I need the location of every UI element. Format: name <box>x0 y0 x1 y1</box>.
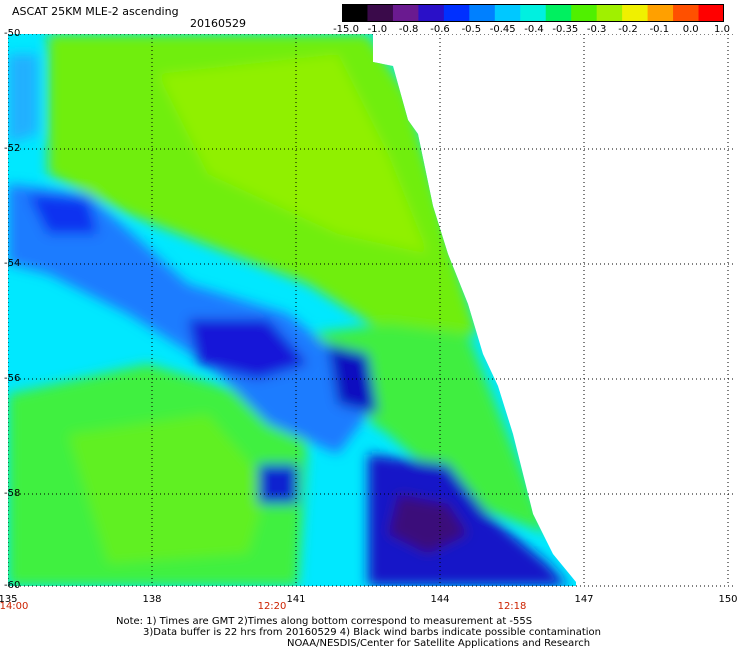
color-scale-swatch <box>367 4 394 22</box>
color-scale-label: -0.3 <box>586 24 607 35</box>
color-scale-labels: -15.0 -1.0 -0.8 -0.6 -0.5 -0.45 -0.4 -0.35 -0.3-… <box>0 24 740 36</box>
color-scale-border <box>342 4 724 22</box>
time-label: 12:18 <box>497 601 527 612</box>
color-scale-swatch <box>698 4 724 22</box>
color-scale-swatch <box>469 4 496 22</box>
lat-label: -50 <box>4 28 21 39</box>
lon-label: 138 <box>142 594 162 605</box>
time-label: 14:00 <box>0 601 29 612</box>
note-line: 3)Data buffer is 22 hrs from 20160529 4)… <box>143 627 601 638</box>
color-scale-label: -0.6 <box>430 24 450 35</box>
color-scale-swatch <box>520 4 547 22</box>
footnotes: Note: 1) Times are GMT 2)Times along bot… <box>116 616 601 649</box>
color-scale-swatch <box>418 4 445 22</box>
color-scale-label: 1.0 <box>714 24 730 35</box>
lat-label: -54 <box>4 258 21 269</box>
time-label: 12:20 <box>257 601 287 612</box>
color-scale-swatch <box>494 4 521 22</box>
lon-label: 150 <box>718 594 738 605</box>
color-scale-label: -0.5 <box>461 24 482 35</box>
color-scale-swatch <box>647 4 674 22</box>
color-scale-swatch <box>545 4 572 22</box>
lat-label: -52 <box>4 143 21 154</box>
color-scale-swatch <box>571 4 598 22</box>
grid-lines <box>8 34 736 587</box>
lon-label: 135 <box>0 594 18 605</box>
lon-label: 144 <box>430 594 450 605</box>
color-scale-swatch <box>673 4 700 22</box>
color-scale-label: -1.0 <box>367 24 388 35</box>
note-line: Note: 1) Times are GMT 2)Times along bot… <box>116 616 533 627</box>
color-scale-label: -0.4 <box>524 24 544 35</box>
color-scale-swatch <box>622 4 649 22</box>
color-scale-label: -0.45 <box>489 24 516 35</box>
lon-label: 147 <box>574 594 594 605</box>
color-scale-label: -15.0 <box>333 24 359 35</box>
color-scale-swatch <box>392 4 419 22</box>
lon-label: 141 <box>286 594 306 605</box>
swath-field <box>8 34 576 586</box>
color-scale-label: 0.0 <box>682 24 699 35</box>
color-scale-swatch <box>443 4 470 22</box>
color-scale-label: -0.35 <box>552 24 579 35</box>
color-scale-swatch <box>596 4 623 22</box>
product-title: ASCAT 25KM MLE-2 ascending <box>12 5 179 18</box>
lat-label: -56 <box>4 373 21 384</box>
date-label: 20160529 <box>190 17 246 30</box>
lat-label: -58 <box>4 488 21 499</box>
mle-swath-map <box>8 34 736 587</box>
color-scale-label: -0.1 <box>649 24 670 35</box>
lat-label: -60 <box>4 580 21 591</box>
color-scale-bar <box>342 4 724 22</box>
color-scale-label: -0.8 <box>398 24 419 35</box>
color-scale-swatch <box>342 4 368 22</box>
color-scale-label: -0.2 <box>618 24 638 35</box>
note-line: NOAA/NESDIS/Center for Satellite Applica… <box>287 638 591 649</box>
